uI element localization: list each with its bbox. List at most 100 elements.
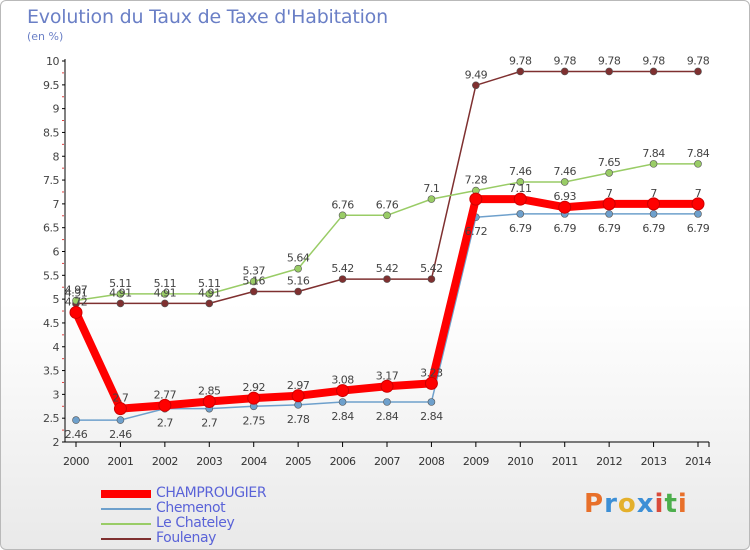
data-label: 6.76 xyxy=(376,198,399,211)
data-point xyxy=(380,379,394,393)
data-label: 4.91 xyxy=(198,286,221,299)
data-point xyxy=(558,200,572,214)
data-point xyxy=(249,287,258,296)
data-label: 7.11 xyxy=(509,182,532,195)
data-label: 6.79 xyxy=(598,222,621,235)
data-label: 2.84 xyxy=(376,410,399,423)
data-label: 2.84 xyxy=(331,410,354,423)
y-tick-label: 3 xyxy=(53,388,60,401)
data-point xyxy=(205,290,214,298)
data-point xyxy=(560,178,569,186)
data-point xyxy=(424,376,438,390)
logo-letter: t xyxy=(664,489,678,519)
y-tick-label: 5.5 xyxy=(43,269,59,282)
data-label: 5.42 xyxy=(376,262,399,275)
data-point xyxy=(338,398,347,406)
data-label: 2.7 xyxy=(112,392,128,405)
data-label: 5.11 xyxy=(154,277,177,290)
x-tick-label: 2000 xyxy=(63,455,89,468)
data-label: 2.97 xyxy=(287,379,310,392)
data-point xyxy=(560,67,569,76)
x-tick-label: 2013 xyxy=(641,455,667,468)
data-point xyxy=(647,197,661,211)
data-label: 9.49 xyxy=(465,68,488,81)
data-label: 2.46 xyxy=(109,428,132,441)
data-point xyxy=(202,395,216,409)
logo-letter: P xyxy=(584,489,605,519)
data-point xyxy=(72,416,80,424)
y-tick-label: 8 xyxy=(53,150,60,163)
data-point xyxy=(605,169,613,177)
data-label: 6.93 xyxy=(553,190,576,203)
data-label: 3.08 xyxy=(331,374,354,387)
data-point xyxy=(383,211,391,220)
data-label: 7.84 xyxy=(687,147,710,160)
x-tick-label: 2009 xyxy=(463,455,489,468)
chart-title: Evolution du Taux de Taxe d'Habitation xyxy=(27,6,388,28)
legend-label: Foulenay xyxy=(156,530,217,546)
y-tick-label: 8.5 xyxy=(43,126,59,139)
x-tick-label: 2002 xyxy=(152,455,178,468)
data-point xyxy=(116,290,125,298)
logo-letter: r xyxy=(604,489,618,519)
data-label: 7 xyxy=(695,187,702,200)
legend-label: CHAMPROUGIER xyxy=(156,485,267,501)
data-label: 7.1 xyxy=(423,182,439,195)
data-label: 7.46 xyxy=(553,165,576,178)
y-tick-label: 4.5 xyxy=(43,317,59,330)
data-point xyxy=(72,296,80,305)
x-tick-label: 2005 xyxy=(285,455,311,468)
data-point xyxy=(113,402,127,416)
data-point xyxy=(427,195,436,203)
data-label: 2.78 xyxy=(287,413,310,426)
x-tick-label: 2010 xyxy=(507,455,533,468)
data-point xyxy=(649,67,658,76)
data-point xyxy=(69,305,83,319)
y-tick-label: 7 xyxy=(53,198,60,211)
data-label: 4.91 xyxy=(109,286,132,299)
data-point xyxy=(694,210,702,218)
data-point xyxy=(691,197,705,211)
data-label: 6.79 xyxy=(642,222,665,235)
y-tick-label: 10 xyxy=(46,55,59,68)
data-label: 2.75 xyxy=(242,414,265,427)
data-point xyxy=(605,67,613,76)
x-tick-label: 2007 xyxy=(374,455,400,468)
data-point xyxy=(294,264,302,273)
data-label: 5.42 xyxy=(420,262,443,275)
y-tick-label: 2 xyxy=(53,436,60,449)
data-label: 2.7 xyxy=(201,417,217,430)
data-label: 5.64 xyxy=(287,252,310,265)
data-point xyxy=(205,299,214,308)
data-point xyxy=(161,299,169,308)
legend-swatch xyxy=(101,490,151,498)
y-unit-label: (en %) xyxy=(27,30,64,43)
data-label: 5.42 xyxy=(331,262,354,275)
data-point xyxy=(294,401,302,409)
data-point xyxy=(383,275,391,283)
legend-swatch xyxy=(101,538,151,540)
data-point xyxy=(291,389,305,403)
x-tick-label: 2008 xyxy=(418,455,444,468)
data-point xyxy=(472,81,480,90)
data-point xyxy=(602,197,616,211)
legend-swatch xyxy=(101,508,151,510)
data-point xyxy=(516,210,525,218)
y-tick-label: 2.5 xyxy=(43,412,59,425)
data-label: 7 xyxy=(650,187,657,200)
data-label: 2.46 xyxy=(65,428,88,441)
x-tick-label: 2003 xyxy=(196,455,222,468)
data-point xyxy=(247,391,261,405)
data-label: 4.91 xyxy=(154,286,177,299)
data-point xyxy=(427,398,436,406)
legend-swatch xyxy=(101,523,151,525)
data-label: 6.79 xyxy=(509,222,532,235)
data-label: 7.46 xyxy=(509,165,532,178)
data-point xyxy=(338,275,347,283)
data-label: 6.72 xyxy=(465,225,488,238)
y-tick-label: 6 xyxy=(53,246,60,259)
data-label: 2.7 xyxy=(157,417,173,430)
data-point xyxy=(516,67,525,76)
data-point xyxy=(249,277,258,286)
data-point xyxy=(649,160,658,168)
